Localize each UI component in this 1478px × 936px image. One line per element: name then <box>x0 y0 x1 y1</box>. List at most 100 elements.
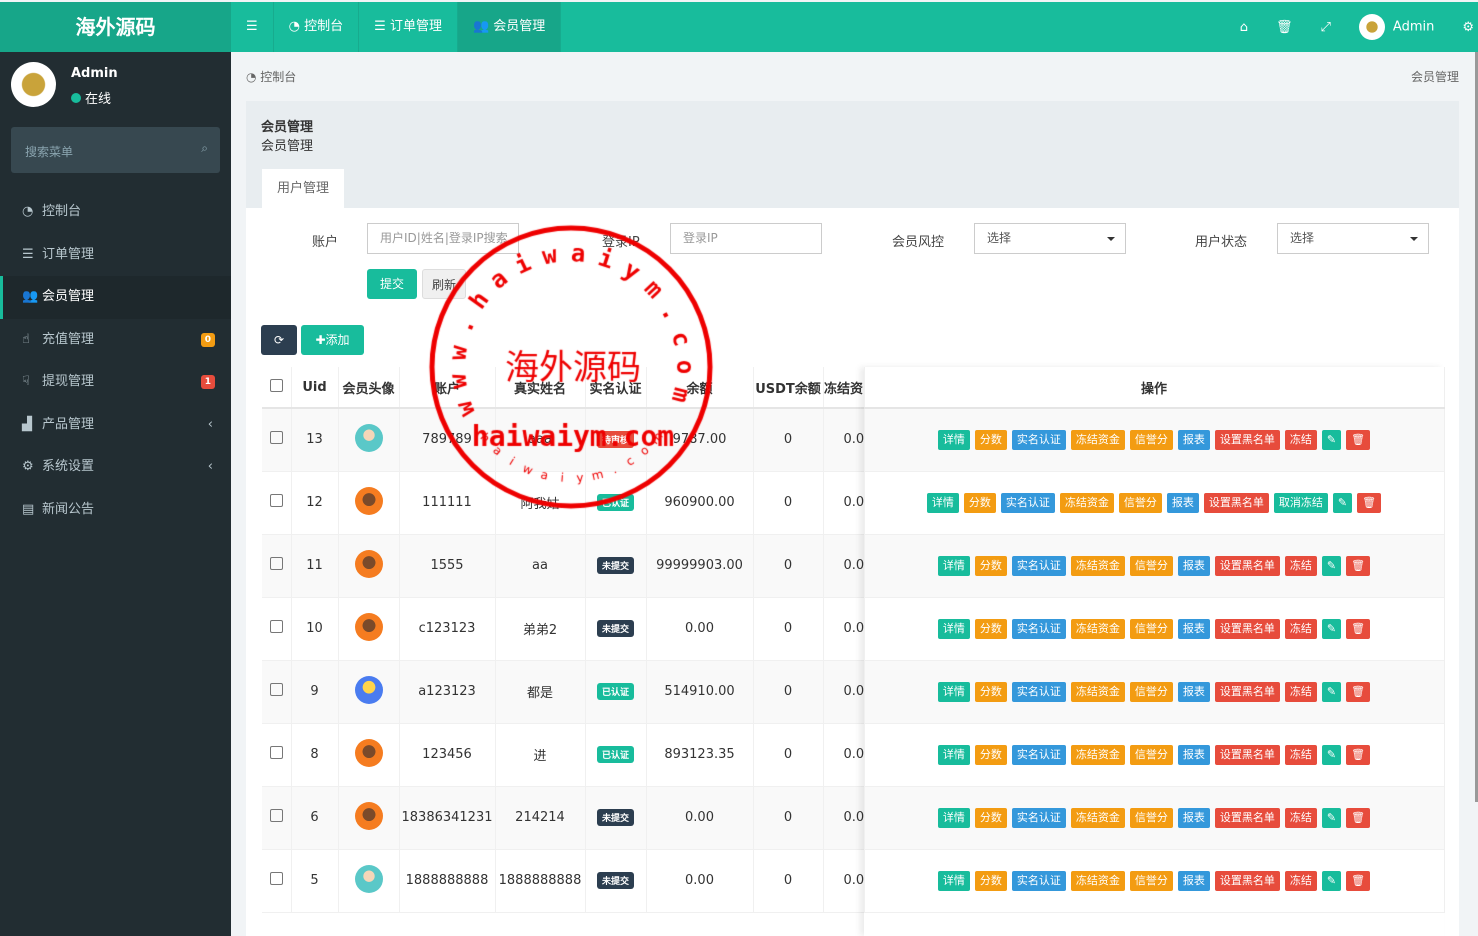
trash-icon[interactable]: 🗑 <box>1275 19 1293 35</box>
action-button[interactable]: 详情 <box>937 681 970 702</box>
sidebar-toggle-button[interactable]: ☰ <box>231 2 274 52</box>
refresh-button[interactable]: ⟳ <box>261 325 297 355</box>
action-button[interactable]: 信誉分 <box>1129 618 1173 639</box>
row-checkbox[interactable] <box>262 660 292 724</box>
action-button[interactable]: 信誉分 <box>1118 492 1162 513</box>
action-button[interactable]: 冻结资金 <box>1059 492 1114 513</box>
freeze-button[interactable]: 冻结 <box>1284 681 1317 702</box>
delete-button[interactable]: 🗑 <box>1346 429 1371 450</box>
action-button[interactable]: 报表 <box>1177 618 1210 639</box>
row-checkbox[interactable] <box>262 408 292 472</box>
breadcrumb[interactable]: ◔ 控制台 <box>246 70 297 84</box>
action-button[interactable]: 分数 <box>974 807 1007 828</box>
select-all-checkbox[interactable] <box>262 367 292 409</box>
delete-button[interactable]: 🗑 <box>1346 618 1371 639</box>
logo[interactable]: 海外源码 <box>0 2 231 52</box>
login-ip-input[interactable]: 登录IP <box>670 223 822 254</box>
action-button[interactable]: 实名认证 <box>1000 492 1055 513</box>
action-button[interactable]: 详情 <box>937 618 970 639</box>
edit-button[interactable]: ✎ <box>1321 618 1342 639</box>
search-icon[interactable]: ⌕ <box>201 141 208 155</box>
action-button[interactable]: 详情 <box>937 870 970 891</box>
freeze-button[interactable]: 冻结 <box>1284 870 1317 891</box>
fullscreen-icon[interactable]: ⤢ <box>1320 19 1331 35</box>
action-button[interactable]: 冻结资金 <box>1070 429 1125 450</box>
sidebar-item-0[interactable]: ◔ 控制台 <box>0 191 231 234</box>
topnav-dashboard[interactable]: ◔ 控制台 <box>274 2 360 52</box>
topnav-orders[interactable]: ☰ 订单管理 <box>359 2 458 52</box>
action-button[interactable]: 设置黑名单 <box>1214 429 1280 450</box>
action-button[interactable]: 实名认证 <box>1011 681 1066 702</box>
action-button[interactable]: 实名认证 <box>1011 618 1066 639</box>
menu-search-input[interactable]: 搜索菜单 ⌕ <box>11 127 220 173</box>
account-search-input[interactable]: 用户ID|姓名|登录IP搜索 <box>367 223 519 254</box>
status-select[interactable]: 选择 <box>1277 223 1429 254</box>
row-checkbox[interactable] <box>262 597 292 661</box>
reset-button[interactable]: 刷新 <box>422 269 466 299</box>
action-button[interactable]: 报表 <box>1177 429 1210 450</box>
submit-button[interactable]: 提交 <box>367 269 417 299</box>
action-button[interactable]: 报表 <box>1177 807 1210 828</box>
row-checkbox[interactable] <box>262 849 292 913</box>
action-button[interactable]: 信誉分 <box>1129 744 1173 765</box>
action-button[interactable]: 详情 <box>937 807 970 828</box>
edit-button[interactable]: ✎ <box>1332 492 1353 513</box>
action-button[interactable]: 信誉分 <box>1129 429 1173 450</box>
row-checkbox[interactable] <box>262 471 292 535</box>
sidebar-item-1[interactable]: ☰ 订单管理 <box>0 234 231 277</box>
delete-button[interactable]: 🗑 <box>1346 870 1371 891</box>
action-button[interactable]: 冻结资金 <box>1070 555 1125 576</box>
delete-button[interactable]: 🗑 <box>1346 555 1371 576</box>
action-button[interactable]: 冻结资金 <box>1070 618 1125 639</box>
action-button[interactable]: 冻结资金 <box>1070 807 1125 828</box>
edit-button[interactable]: ✎ <box>1321 555 1342 576</box>
action-button[interactable]: 信誉分 <box>1129 807 1173 828</box>
action-button[interactable]: 设置黑名单 <box>1214 555 1280 576</box>
action-button[interactable]: 设置黑名单 <box>1214 618 1280 639</box>
delete-button[interactable]: 🗑 <box>1346 681 1371 702</box>
freeze-button[interactable]: 冻结 <box>1284 429 1317 450</box>
scrollbar[interactable] <box>1475 52 1478 802</box>
action-button[interactable]: 报表 <box>1177 681 1210 702</box>
edit-button[interactable]: ✎ <box>1321 681 1342 702</box>
action-button[interactable]: 报表 <box>1177 555 1210 576</box>
action-button[interactable]: 实名认证 <box>1011 555 1066 576</box>
action-button[interactable]: 实名认证 <box>1011 807 1066 828</box>
action-button[interactable]: 详情 <box>937 429 970 450</box>
action-button[interactable]: 报表 <box>1177 870 1210 891</box>
delete-button[interactable]: 🗑 <box>1357 492 1382 513</box>
action-button[interactable]: 分数 <box>974 429 1007 450</box>
action-button[interactable]: 报表 <box>1177 744 1210 765</box>
action-button[interactable]: 设置黑名单 <box>1214 870 1280 891</box>
topnav-members[interactable]: 👥 会员管理 <box>457 2 562 52</box>
action-button[interactable]: 分数 <box>963 492 996 513</box>
action-button[interactable]: 报表 <box>1166 492 1199 513</box>
edit-button[interactable]: ✎ <box>1321 429 1342 450</box>
row-checkbox[interactable] <box>262 723 292 787</box>
cogs-icon[interactable]: ⚙ <box>1462 19 1474 35</box>
action-button[interactable]: 设置黑名单 <box>1214 681 1280 702</box>
action-button[interactable]: 实名认证 <box>1011 744 1066 765</box>
sidebar-item-3[interactable]: ☝ 充值管理 0 <box>0 319 231 362</box>
edit-button[interactable]: ✎ <box>1321 807 1342 828</box>
column-header[interactable]: 余额 <box>646 367 754 409</box>
sidebar-item-6[interactable]: ⚙ 系统设置 ‹ <box>0 446 231 489</box>
freeze-button[interactable]: 冻结 <box>1284 807 1317 828</box>
risk-select[interactable]: 选择 <box>974 223 1126 254</box>
user-menu[interactable]: Admin <box>1358 14 1434 40</box>
sidebar-item-5[interactable]: ▟ 产品管理 ‹ <box>0 404 231 447</box>
row-checkbox[interactable] <box>262 534 292 598</box>
action-button[interactable]: 冻结资金 <box>1070 744 1125 765</box>
action-button[interactable]: 分数 <box>974 618 1007 639</box>
action-button[interactable]: 实名认证 <box>1011 429 1066 450</box>
home-icon[interactable]: ⌂ <box>1239 19 1248 35</box>
action-button[interactable]: 分数 <box>974 870 1007 891</box>
delete-button[interactable]: 🗑 <box>1346 807 1371 828</box>
freeze-button[interactable]: 冻结 <box>1284 618 1317 639</box>
freeze-button[interactable]: 取消冻结 <box>1273 492 1328 513</box>
action-button[interactable]: 冻结资金 <box>1070 870 1125 891</box>
row-checkbox[interactable] <box>262 786 292 850</box>
add-button[interactable]: ✚添加 <box>301 325 364 355</box>
action-button[interactable]: 冻结资金 <box>1070 681 1125 702</box>
freeze-button[interactable]: 冻结 <box>1284 555 1317 576</box>
